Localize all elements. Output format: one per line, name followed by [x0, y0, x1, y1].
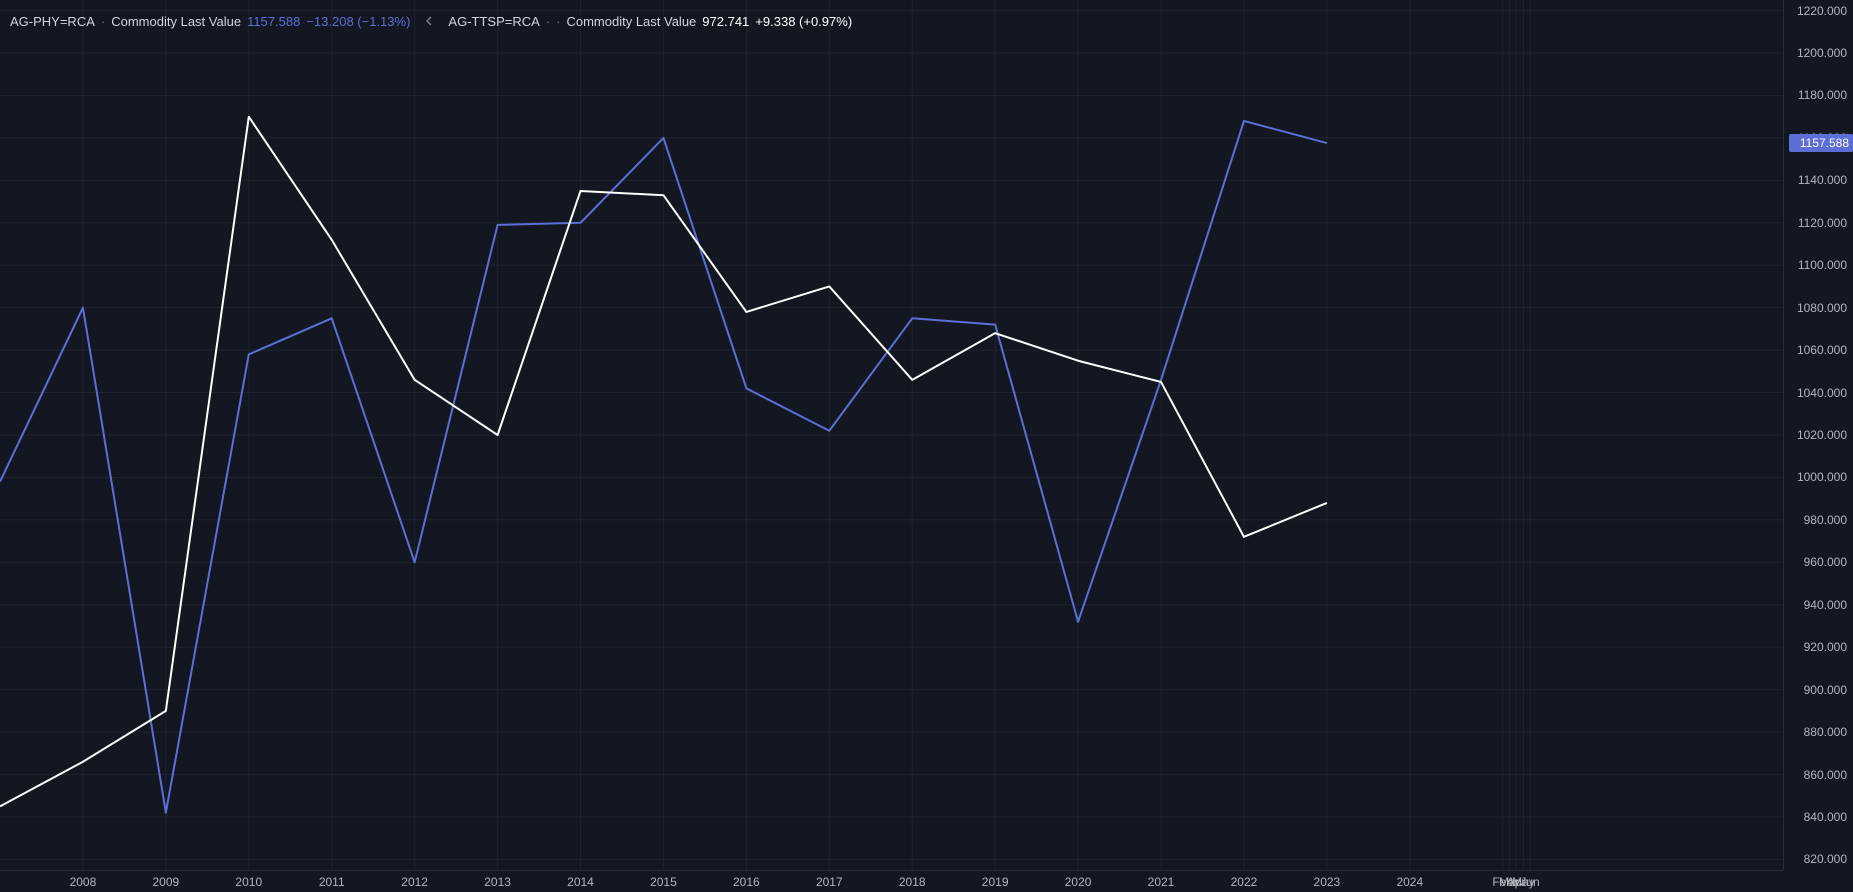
- x-tick-label: 2024: [1396, 875, 1423, 889]
- y-tick-label: 940.000: [1804, 598, 1847, 612]
- x-tick-label: 2009: [153, 875, 180, 889]
- chart-container: AG-PHY=RCA · Commodity Last Value 1157.5…: [0, 0, 1853, 892]
- chevron-left-icon: [424, 16, 434, 26]
- legend-separator: ·: [546, 14, 550, 29]
- legend-change: −13.208 (−1.13%): [306, 14, 410, 29]
- y-tick-label: 840.000: [1804, 810, 1847, 824]
- y-tick-label: 1120.000: [1798, 216, 1847, 230]
- legend-symbol: AG-PHY=RCA: [10, 14, 95, 29]
- chart-legend: AG-PHY=RCA · Commodity Last Value 1157.5…: [10, 12, 852, 30]
- y-tick-label: 1020.000: [1797, 428, 1847, 442]
- y-tick-label: 1220.000: [1797, 4, 1847, 18]
- y-tick-label: 820.000: [1804, 852, 1847, 866]
- x-tick-label: 2022: [1231, 875, 1258, 889]
- y-tick-label: 880.000: [1804, 725, 1847, 739]
- chart-plot-area[interactable]: [0, 0, 1783, 870]
- legend-value: 1157.588: [247, 14, 300, 29]
- y-tick-label: 1040.000: [1797, 386, 1847, 400]
- y-tick-label: 860.000: [1804, 768, 1847, 782]
- y-axis-price-marker: 1157.588: [1789, 134, 1853, 152]
- legend-value: 972.741: [702, 14, 749, 29]
- x-tick-label: Jun: [1520, 875, 1539, 889]
- y-tick-label: 1180.000: [1798, 88, 1847, 102]
- x-tick-label: 2023: [1314, 875, 1341, 889]
- legend-symbol: AG-TTSP=RCA: [448, 14, 539, 29]
- x-tick-label: 2010: [235, 875, 262, 889]
- collapse-legend-button[interactable]: [420, 12, 438, 30]
- x-tick-label: 2011: [319, 875, 345, 889]
- y-tick-label: 1140.000: [1798, 173, 1847, 187]
- x-tick-label: 2019: [982, 875, 1009, 889]
- x-tick-label: 2018: [899, 875, 926, 889]
- legend-item-series1[interactable]: AG-PHY=RCA · Commodity Last Value 1157.5…: [10, 14, 410, 29]
- legend-separator: ·: [101, 14, 105, 29]
- y-tick-label: 1000.000: [1797, 470, 1847, 484]
- x-tick-label: 2008: [70, 875, 97, 889]
- x-tick-label: 2013: [484, 875, 511, 889]
- chart-grid: [0, 0, 1783, 870]
- legend-separator: ·: [556, 14, 560, 29]
- legend-item-series2[interactable]: AG-TTSP=RCA · · Commodity Last Value 972…: [448, 14, 852, 29]
- x-tick-label: 2021: [1148, 875, 1175, 889]
- x-tick-label: 2014: [567, 875, 594, 889]
- x-axis[interactable]: 2008 2009 2010 2011 2012 2013 2014 2015 2016 2017…: [0, 870, 1783, 892]
- y-tick-label: 960.000: [1804, 555, 1847, 569]
- y-tick-label: 1060.000: [1797, 343, 1847, 357]
- y-tick-label: 1080.000: [1797, 301, 1847, 315]
- x-tick-label: 2012: [401, 875, 428, 889]
- x-tick-label: 2020: [1065, 875, 1092, 889]
- y-axis[interactable]: 820.000 840.000 860.000 880.000 900.000 920.0…: [1783, 0, 1853, 870]
- legend-name: Commodity Last Value: [111, 14, 241, 29]
- y-tick-label: 900.000: [1804, 683, 1847, 697]
- x-tick-label: 2017: [816, 875, 843, 889]
- x-tick-label: 2015: [650, 875, 677, 889]
- legend-change: +9.338 (+0.97%): [755, 14, 852, 29]
- x-tick-label: 2016: [733, 875, 760, 889]
- y-tick-label: 1200.000: [1797, 46, 1847, 60]
- y-tick-label: 1100.000: [1798, 258, 1847, 272]
- legend-name: Commodity Last Value: [566, 14, 696, 29]
- y-tick-label: 920.000: [1804, 640, 1847, 654]
- y-tick-label: 980.000: [1804, 513, 1847, 527]
